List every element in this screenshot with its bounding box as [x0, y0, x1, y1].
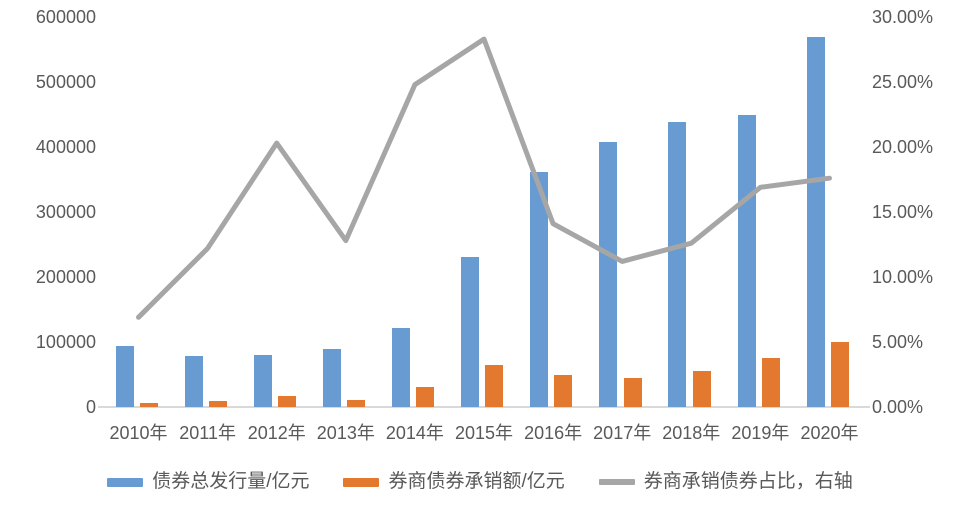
- bar-total-issuance: [806, 37, 825, 407]
- right-axis-tick: 10.00%: [872, 267, 934, 287]
- bar-broker-underwriting: [416, 386, 435, 407]
- percentage-line-path: [136, 36, 832, 320]
- right-axis-tick: 20.00%: [872, 137, 934, 157]
- bar-group: [380, 17, 449, 407]
- left-axis-tick: 100000: [35, 332, 96, 352]
- legend-item[interactable]: 债券总发行量/亿元: [107, 471, 309, 493]
- right-axis-tick: 15.00%: [872, 202, 934, 222]
- x-axis-tick-label: 2011年: [179, 423, 236, 443]
- left-axis-tick: 400000: [35, 137, 96, 157]
- legend-bar-icon: [343, 477, 380, 487]
- plot-area: [104, 17, 864, 407]
- left-axis-tick: 300000: [35, 202, 96, 222]
- bar-broker-underwriting: [692, 370, 711, 407]
- left-axis: 0 100000 200000 300000 400000 500000 600000: [0, 0, 96, 508]
- percentage-line-series: [136, 36, 832, 320]
- x-axis-tick-label: 2016年: [524, 423, 583, 443]
- x-axis-tick-label: 2012年: [247, 423, 306, 443]
- x-axis-tick-label: 2019年: [731, 423, 790, 443]
- bar-total-issuance: [599, 141, 618, 407]
- bar-total-issuance: [323, 348, 342, 407]
- bar-group: [795, 17, 864, 407]
- bar-broker-underwriting: [485, 364, 504, 407]
- right-axis-tick: 0.00%: [872, 397, 924, 417]
- bar-group: [726, 17, 795, 407]
- bar-broker-underwriting: [623, 377, 642, 407]
- right-axis: 0.00% 5.00% 10.00% 15.00% 20.00% 25.00% 30.00%: [872, 0, 960, 508]
- bar-broker-underwriting: [554, 375, 573, 407]
- bar-total-issuance: [737, 114, 756, 407]
- bar-broker-underwriting: [347, 399, 366, 407]
- bar-total-issuance: [184, 356, 203, 407]
- x-axis-tick-label: 2017年: [593, 423, 652, 443]
- bar-broker-underwriting: [761, 357, 780, 407]
- bar-total-issuance: [461, 256, 480, 407]
- right-axis-tick: 25.00%: [872, 72, 934, 92]
- bar-group: [449, 17, 518, 407]
- bar-broker-underwriting: [209, 400, 228, 407]
- bar-group: [242, 17, 311, 407]
- bar-total-issuance: [530, 171, 549, 407]
- legend-item[interactable]: 券商债券承销额/亿元: [343, 471, 565, 493]
- x-axis-tick-label: 2013年: [316, 423, 375, 443]
- legend-item-label: 券商承销债券占比，右轴: [643, 471, 853, 492]
- bar-group: [657, 17, 726, 407]
- category-axis-line: [98, 406, 870, 408]
- legend-item[interactable]: 券商承销债券占比，右轴: [598, 471, 853, 493]
- legend-bar-icon: [107, 477, 144, 487]
- bar-group: [519, 17, 588, 407]
- left-axis-tick: 200000: [35, 267, 96, 287]
- chart-legend: 债券总发行量/亿元 券商债券承销额/亿元 券商承销债券占比，右轴: [0, 462, 960, 502]
- left-axis-tick: 500000: [35, 72, 96, 92]
- legend-item-label: 券商债券承销额/亿元: [388, 471, 565, 492]
- bar-total-issuance: [668, 121, 687, 407]
- bar-group: [104, 17, 173, 407]
- right-axis-tick: 5.00%: [872, 332, 924, 352]
- bar-groups: [104, 17, 864, 407]
- bar-group: [173, 17, 242, 407]
- x-axis-tick-label: 2018年: [662, 423, 721, 443]
- x-axis-labels: 2010年 2011年 2012年 2013年 2014年 2015年 2016年 2017年…: [104, 420, 864, 450]
- bar-total-issuance: [115, 345, 134, 407]
- x-axis-tick-label: 2014年: [385, 423, 444, 443]
- bar-broker-underwriting: [278, 395, 297, 407]
- bar-group: [311, 17, 380, 407]
- bar-total-issuance: [392, 328, 411, 407]
- x-axis-tick-label: 2010年: [109, 423, 168, 443]
- legend-item-label: 债券总发行量/亿元: [152, 471, 310, 492]
- bar-broker-underwriting: [830, 342, 849, 407]
- left-axis-tick: 600000: [35, 7, 96, 27]
- right-axis-tick: 30.00%: [872, 7, 934, 27]
- bar-broker-underwriting: [139, 402, 158, 407]
- bar-total-issuance: [253, 355, 272, 407]
- left-axis-tick: 0: [85, 397, 96, 417]
- x-axis-tick-label: 2020年: [800, 423, 859, 443]
- x-axis-tick-label: 2015年: [454, 423, 514, 443]
- bar-group: [588, 17, 657, 407]
- legend-line-icon: [598, 479, 635, 485]
